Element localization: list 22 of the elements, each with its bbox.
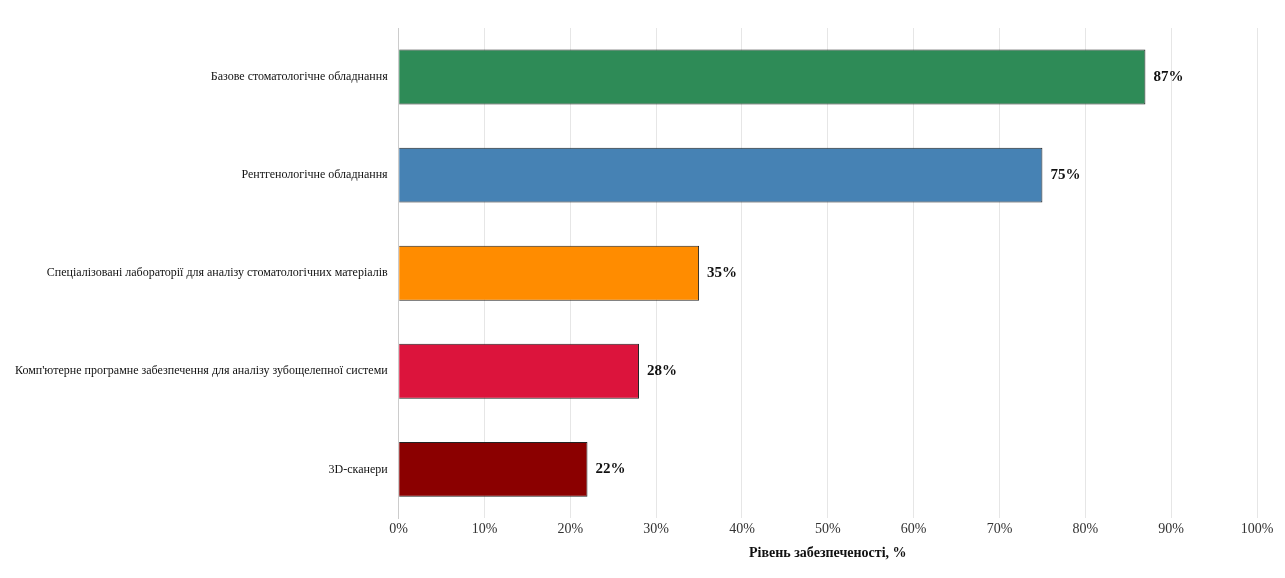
- x-tick-label: 30%: [643, 521, 670, 537]
- data-label: 22%: [595, 460, 626, 477]
- x-tick-label: 20%: [557, 521, 584, 537]
- x-tick-label: 0%: [389, 521, 409, 537]
- data-label: 87%: [1153, 67, 1184, 84]
- y-tick-label: Комп'ютерне програмне забезпечення для аналізу зубощелепної системи: [14, 363, 389, 378]
- x-tick-label: 80%: [1072, 521, 1099, 537]
- y-tick-label: Рентгенологічне обладнання: [241, 167, 389, 182]
- x-axis-title: Рівень забезпеченості, %: [749, 545, 907, 561]
- y-tick-label: 3D-сканери: [328, 461, 389, 476]
- data-label: 28%: [646, 362, 677, 379]
- x-tick-label: 40%: [729, 521, 756, 537]
- x-tick-label: 60%: [900, 521, 927, 537]
- data-label: 35%: [707, 264, 738, 281]
- y-tick-label: Спеціалізовані лабораторії для аналізу стоматологічних матеріалів: [46, 265, 388, 280]
- data-label: 75%: [1050, 165, 1081, 182]
- x-tick-label: 70%: [986, 521, 1013, 537]
- x-tick-label: 50%: [814, 521, 841, 537]
- x-tick-label: 100%: [1240, 521, 1274, 537]
- x-tick-label: 90%: [1158, 521, 1185, 537]
- y-tick-label: Базове стоматологічне обладнання: [210, 69, 389, 84]
- x-tick-label: 10%: [471, 521, 498, 537]
